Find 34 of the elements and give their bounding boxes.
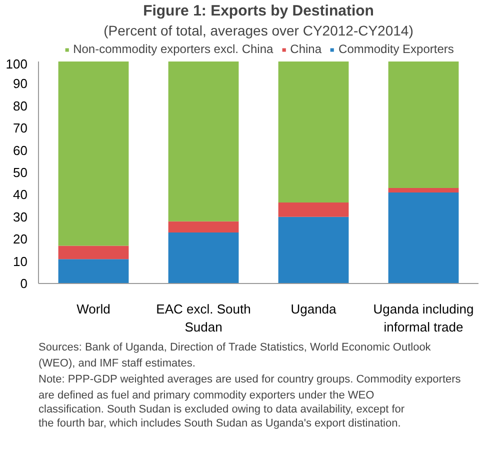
bar bbox=[278, 62, 349, 202]
x-tick-label: EAC excl. South Sudan bbox=[156, 302, 251, 334]
x-tick-label: World bbox=[76, 302, 110, 316]
bar bbox=[58, 62, 129, 246]
y-tick-label: 100 bbox=[6, 56, 28, 72]
bar bbox=[388, 62, 459, 188]
y-tick-label: 80 bbox=[13, 98, 28, 114]
bar bbox=[168, 232, 239, 284]
text: Note: PPP-GDP weighted averages are used for country groups. Commodity exporters are defined as fuel and primary commodity exporters under the WEO classification. South Sudan is excluded owing to data availability, except for the fourth bar, which includes South Sudan as Uganda's export distination. bbox=[38, 374, 462, 430]
legend-label: Non-commodity exporters excl. China bbox=[73, 42, 274, 56]
y-tick-label: 70 bbox=[13, 120, 28, 136]
bar bbox=[58, 246, 129, 260]
bar bbox=[388, 192, 459, 284]
y-tick-label: 50 bbox=[13, 165, 28, 180]
x-tick-label: Uganda bbox=[290, 302, 338, 316]
chart-subtitle: (Percent of total, averages over CY2012-CY2014) bbox=[104, 22, 414, 38]
y-tick-label: 60 bbox=[13, 142, 28, 158]
y-tick-label: 20 bbox=[13, 232, 28, 247]
y-tick-label: 0 bbox=[20, 276, 28, 291]
chart-title: Figure 1: Exports by Destination bbox=[143, 2, 374, 20]
y-tick-label: 10 bbox=[13, 254, 28, 269]
legend-label: Commodity Exporters bbox=[338, 42, 454, 56]
bar bbox=[168, 62, 239, 222]
bar bbox=[388, 188, 459, 192]
y-tick-label: 90 bbox=[13, 76, 28, 92]
x-tick-label: Uganda including informal trade bbox=[373, 302, 474, 334]
y-tick-label: 40 bbox=[13, 187, 28, 202]
y-tick-label: 30 bbox=[13, 209, 28, 224]
source-note: Sources: Bank of Uganda, Direction of Trade Statistics, World Economic Outlook (WEO), and IMF staff estimates. bbox=[38, 342, 432, 370]
bar bbox=[168, 221, 239, 232]
bar bbox=[278, 216, 349, 284]
legend-label: China bbox=[290, 42, 322, 56]
bar bbox=[278, 202, 349, 217]
bar bbox=[58, 259, 129, 284]
